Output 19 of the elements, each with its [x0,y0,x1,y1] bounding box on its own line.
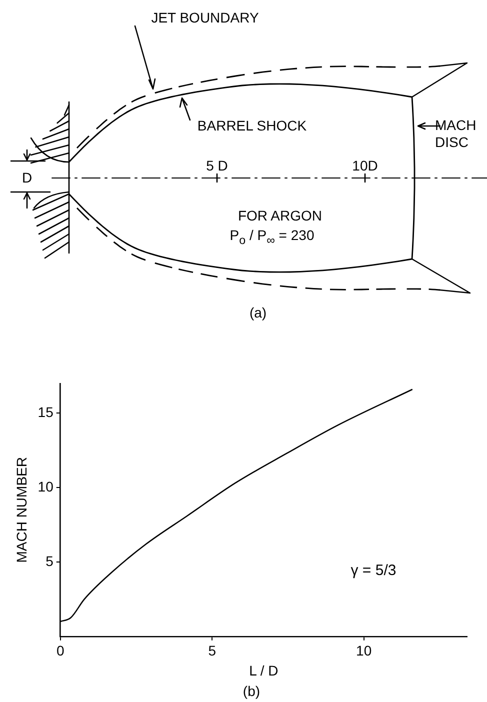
text: FOR ARGON [238,208,322,224]
y-axis-title: MACH NUMBER [13,457,30,563]
text: D [22,170,32,186]
text: (b) [242,682,260,699]
text: 10D [352,158,378,174]
text: P$_{o}$ / P$_{∞}$ = 230 [230,227,314,249]
text: (a) [249,304,267,322]
y-tick-label: 10 [38,478,54,494]
text: JET BOUNDARY [151,10,259,26]
text: MACH DISC [434,117,478,151]
x-tick-label: 10 [356,642,372,659]
y-tick-label: 15 [38,404,54,420]
text: BARREL SHOCK [197,118,307,134]
x-tick-label: 0 [56,642,64,659]
x-tick-label: 5 [208,642,216,659]
text: 5 D [206,158,228,174]
x-axis-title: L / D [249,662,278,678]
annotation: γ = 5/3 [350,562,396,579]
y-tick-label: 5 [46,552,54,569]
